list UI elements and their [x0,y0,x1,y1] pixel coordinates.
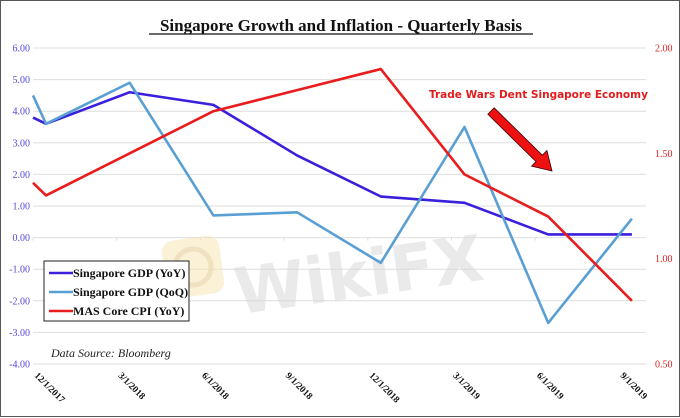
legend: Singapore GDP (YoY) Singapore GDP (QoQ) MA… [44,261,189,321]
left-y-tick-label: -2.00 [9,296,30,307]
down-arrow-icon [488,108,552,171]
right-y-axis-ticks: 2.00 1.50 1.00 0.50 [655,44,673,371]
data-source-note: Data Source: Bloomberg [50,346,171,360]
legend-entry: Singapore GDP (QoQ) [73,285,188,299]
left-y-tick-label: -4.00 [9,360,30,371]
left-y-tick-label: 5.00 [13,75,31,86]
x-tick-label: 6/1/2019 [534,371,565,402]
left-y-tick-label: -3.00 [9,328,30,339]
chart-title: Singapore Growth and Inflation - Quarter… [160,16,522,35]
right-y-tick-label: 0.50 [655,360,673,371]
right-y-tick-label: 2.00 [655,44,673,55]
x-tick-label: 12/1/2018 [367,371,401,405]
watermark-text: WikiFX [230,222,488,330]
x-tick-label: 3/1/2018 [116,371,147,402]
x-tick-label: 12/1/2017 [32,371,66,405]
left-y-axis-ticks: 6.00 5.00 4.00 3.00 2.00 1.00 0.00 -1.00 -2.00 -3… [9,44,30,371]
x-tick-label: 9/1/2019 [618,371,649,402]
watermark: WikiFX [160,222,488,330]
right-y-tick-label: 1.00 [655,254,673,265]
left-y-tick-label: 1.00 [13,202,31,213]
left-y-tick-label: -1.00 [9,265,30,276]
left-y-tick-label: 2.00 [13,170,31,181]
annotation-text: Trade Wars Dent Singapore Economy [429,89,648,101]
x-tick-label: 9/1/2018 [283,371,314,402]
left-y-tick-label: 4.00 [13,107,31,118]
x-tick-label: 6/1/2018 [199,371,230,402]
x-tick-label: 3/1/2019 [450,371,481,402]
left-y-tick-label: 0.00 [13,233,31,244]
left-y-tick-label: 3.00 [13,138,31,149]
left-y-tick-label: 6.00 [13,44,31,55]
legend-entry: MAS Core CPI (YoY) [73,304,184,318]
legend-entry: Singapore GDP (YoY) [73,266,185,280]
x-axis-ticks: 12/1/2017 3/1/2018 6/1/2018 9/1/2018 12/1/20… [32,371,649,405]
right-y-tick-label: 1.50 [655,149,673,160]
